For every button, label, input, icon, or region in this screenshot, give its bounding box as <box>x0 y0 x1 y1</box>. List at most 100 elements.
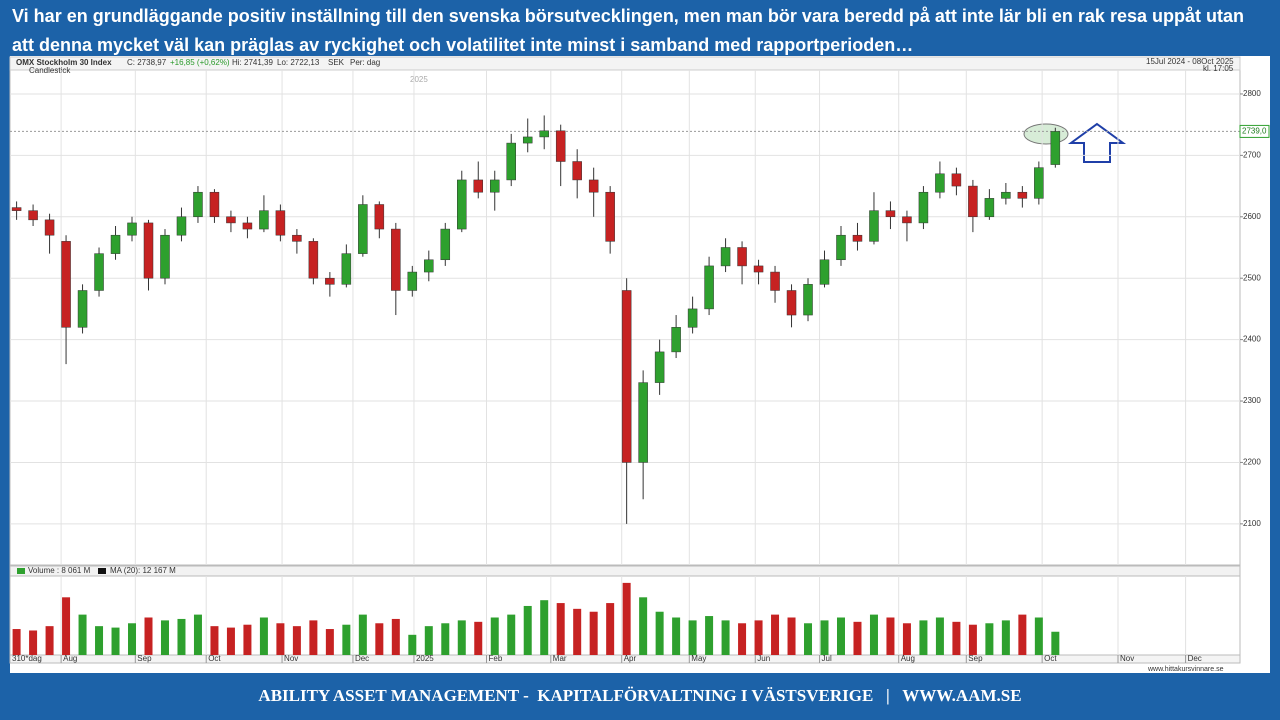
volume-bar <box>507 614 516 655</box>
volume-bar <box>160 620 169 655</box>
info-bar <box>9 56 1241 71</box>
candle-body <box>638 382 648 463</box>
x-tick-label: Apr <box>624 654 637 663</box>
volume-bar <box>738 623 747 655</box>
x-tick-label: 2025 <box>416 654 434 663</box>
info-text: C: 2738,97 <box>127 58 167 67</box>
candle-body <box>259 210 269 230</box>
volume-bar <box>309 620 318 655</box>
candle-body <box>325 277 335 285</box>
y-tick-label: 2100 <box>1243 519 1261 528</box>
chart-background <box>10 56 1270 673</box>
volume-bar <box>836 617 845 655</box>
candle-body <box>968 185 978 218</box>
x-tick-label: Oct <box>1044 654 1057 663</box>
volume-bar <box>375 623 384 655</box>
x-tick-label: Jul <box>822 654 832 663</box>
y-tick-label: 2300 <box>1243 396 1261 405</box>
candle-body <box>918 191 929 224</box>
volume-bar <box>408 634 417 655</box>
volume-bar <box>226 627 235 655</box>
volume-bar <box>523 605 532 655</box>
candle-body <box>885 210 896 218</box>
candle-body <box>44 219 55 236</box>
volume-bar <box>804 623 813 655</box>
candle-body <box>951 173 962 187</box>
candle-body <box>110 234 121 254</box>
volume-bar <box>358 614 367 655</box>
volume-bar <box>325 629 334 655</box>
volume-bar <box>688 620 697 655</box>
x-tick-label: Aug <box>63 654 77 663</box>
volume-bar <box>276 623 285 655</box>
volume-bar <box>820 620 829 655</box>
candle-body <box>984 198 995 218</box>
volume-bar <box>754 620 763 655</box>
candle-body <box>687 308 698 328</box>
candle-body <box>786 290 797 316</box>
volume-bar <box>606 603 615 655</box>
x-tick-label: Sep <box>968 654 983 663</box>
candle-body <box>242 222 253 230</box>
x-tick-label: Oct <box>208 654 221 663</box>
candle-body <box>407 271 418 291</box>
volume-bar <box>62 597 71 655</box>
y-tick-label: 2800 <box>1243 89 1261 98</box>
legend-label: Volume : 8 061 M <box>28 566 91 575</box>
time: kl. 17:05 <box>1203 64 1234 73</box>
candle-body <box>358 204 368 254</box>
volume-bar <box>639 597 648 655</box>
source: www.hittakursvinnare.se <box>1147 666 1224 673</box>
volume-bar <box>919 620 928 655</box>
candle-body <box>473 179 484 193</box>
candle-body <box>654 351 665 383</box>
x-tick-label: Aug <box>901 654 915 663</box>
candle-body <box>226 216 236 224</box>
volume-bar <box>705 616 714 655</box>
x-tick-label: Nov <box>1120 654 1134 663</box>
volume-bar <box>243 624 252 655</box>
volume-bar <box>787 617 796 655</box>
candle-body <box>11 207 22 211</box>
volume-bar <box>474 621 483 655</box>
candle-body <box>605 191 615 242</box>
volume-bar <box>78 614 87 655</box>
volume-bar <box>29 630 38 655</box>
info-text: Per: dag <box>350 58 380 67</box>
candle-body <box>176 216 187 236</box>
x-tick-label: Sep <box>137 654 152 663</box>
candle-body <box>209 191 220 218</box>
volume-bar <box>985 623 994 655</box>
y-tick-label: 2600 <box>1243 212 1261 221</box>
candle-body <box>440 228 451 261</box>
legend-swatch <box>17 568 25 574</box>
candle-body <box>1034 167 1044 199</box>
period-label: 310*dag <box>12 654 42 663</box>
candle-body <box>819 259 830 285</box>
volume-bar <box>1001 620 1010 655</box>
candle-body <box>621 290 632 463</box>
info-text: OMX Stockholm 30 Index <box>16 58 112 67</box>
slide-title: Vi har en grundläggande positiv inställn… <box>12 6 1244 55</box>
volume-bar <box>128 623 137 655</box>
volume-bar <box>193 614 202 655</box>
candle-body <box>127 222 137 236</box>
volume-bar <box>177 618 186 655</box>
volume-bar <box>721 620 730 655</box>
x-tick-label: Dec <box>355 654 369 663</box>
candle-body <box>522 136 533 144</box>
candle-body <box>308 241 319 279</box>
candle-body <box>737 247 747 267</box>
up-arrow <box>1067 122 1127 163</box>
candle-body <box>935 173 945 193</box>
candle-body <box>143 222 154 279</box>
last-price-box <box>1239 124 1270 138</box>
candle-body <box>869 210 879 242</box>
volume-bar <box>771 614 780 655</box>
highlight-ellipse <box>1023 123 1069 145</box>
x-tick-label: May <box>691 654 706 663</box>
candle-body <box>588 179 599 193</box>
volume-bar <box>259 617 268 655</box>
candle-body <box>424 259 434 273</box>
